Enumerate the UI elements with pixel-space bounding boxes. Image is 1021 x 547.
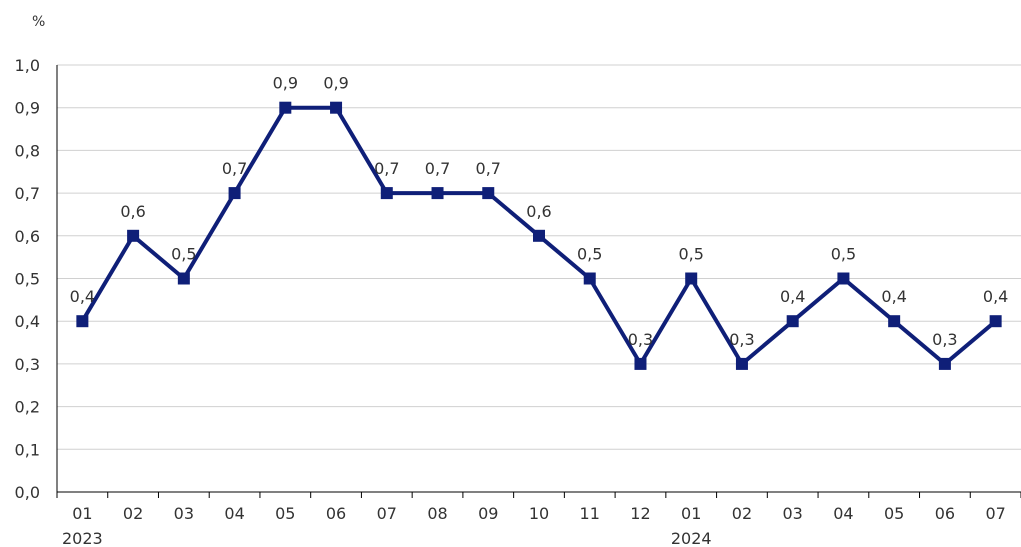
data-label: 0,4 xyxy=(780,287,805,306)
x-tick-label: 02 xyxy=(732,504,752,523)
data-label: 0,5 xyxy=(678,245,703,264)
data-point xyxy=(76,315,89,328)
data-label: 0,5 xyxy=(171,245,196,264)
data-point xyxy=(634,357,647,370)
data-label: 0,6 xyxy=(526,202,551,221)
data-label: 0,7 xyxy=(374,159,399,178)
data-point xyxy=(685,272,698,285)
x-tick-label: 01 xyxy=(681,504,701,523)
x-tick-labels: 01 02 03 04 05 06 07 08 09 10 11 12 01 02 03 04 05 06 07 20… xyxy=(62,504,1006,547)
x-tick-label: 12 xyxy=(630,504,650,523)
data-point xyxy=(127,229,140,242)
data-point xyxy=(330,101,343,114)
x-tick-label: 03 xyxy=(174,504,194,523)
x-tick-label: 09 xyxy=(478,504,498,523)
data-labels: 0,4 0,6 0,5 0,7 0,9 0,9 0,7 0,7 0,7 0,6 0,5 0,3 0,5 0… xyxy=(70,74,1009,349)
data-label: 0,6 xyxy=(120,202,145,221)
y-tick-label: 0,3 xyxy=(15,355,40,374)
y-tick-label: 0,7 xyxy=(15,184,40,203)
x-tick-label: 07 xyxy=(985,504,1005,523)
data-label: 0,5 xyxy=(831,245,856,264)
x-tick-label: 11 xyxy=(580,504,600,523)
x-year-label: 2023 xyxy=(62,529,103,547)
data-label: 0,5 xyxy=(577,245,602,264)
x-tick-label: 01 xyxy=(72,504,92,523)
data-point xyxy=(431,187,444,200)
x-tick-label: 04 xyxy=(224,504,244,523)
data-label: 0,9 xyxy=(323,74,348,93)
x-tick-label: 08 xyxy=(427,504,447,523)
data-point xyxy=(482,187,495,200)
data-point xyxy=(380,187,393,200)
data-point xyxy=(279,101,292,114)
data-point xyxy=(177,272,190,285)
y-tick-label: 0,1 xyxy=(15,440,40,459)
data-point xyxy=(989,315,1002,328)
data-label: 0,4 xyxy=(983,287,1008,306)
data-label: 0,7 xyxy=(222,159,247,178)
data-label: 0,4 xyxy=(881,287,906,306)
x-tick-label: 05 xyxy=(275,504,295,523)
x-tick-label: 02 xyxy=(123,504,143,523)
data-label: 0,7 xyxy=(425,159,450,178)
data-label: 0,3 xyxy=(729,330,754,349)
y-tick-label: 0,0 xyxy=(15,483,40,502)
axes xyxy=(56,65,1021,498)
data-point xyxy=(533,229,545,242)
x-tick-label: 04 xyxy=(833,504,853,523)
y-tick-label: 0,5 xyxy=(15,270,40,289)
data-label: 0,3 xyxy=(628,330,653,349)
y-tick-labels: 0,0 0,1 0,2 0,3 0,4 0,5 0,6 0,7 0,8 0,9 1,0 xyxy=(15,56,40,502)
data-point xyxy=(786,315,799,328)
y-tick-label: 0,4 xyxy=(15,312,40,331)
y-tick-label: 0,9 xyxy=(15,99,40,118)
y-tick-label: 0,2 xyxy=(15,398,40,417)
x-tick-label: 05 xyxy=(884,504,904,523)
x-year-label: 2024 xyxy=(671,529,712,547)
gridlines xyxy=(57,64,1021,450)
y-axis-unit-label: % xyxy=(32,14,45,30)
data-point xyxy=(735,357,748,370)
data-point xyxy=(837,272,850,285)
data-point xyxy=(583,272,596,285)
series-markers xyxy=(76,101,1002,370)
data-point xyxy=(228,187,241,200)
x-tick-label: 07 xyxy=(377,504,397,523)
data-label: 0,3 xyxy=(932,330,957,349)
y-tick-label: 0,8 xyxy=(15,141,40,160)
x-tick-label: 03 xyxy=(783,504,803,523)
data-point xyxy=(888,315,901,328)
data-label: 0,4 xyxy=(70,287,95,306)
data-label: 0,9 xyxy=(273,74,298,93)
x-tick-label: 10 xyxy=(529,504,549,523)
data-point xyxy=(938,357,951,370)
x-tick-label: 06 xyxy=(326,504,346,523)
x-tick-label: 06 xyxy=(935,504,955,523)
y-tick-label: 0,6 xyxy=(15,227,40,246)
y-tick-label: 1,0 xyxy=(15,56,40,75)
data-label: 0,7 xyxy=(476,159,501,178)
